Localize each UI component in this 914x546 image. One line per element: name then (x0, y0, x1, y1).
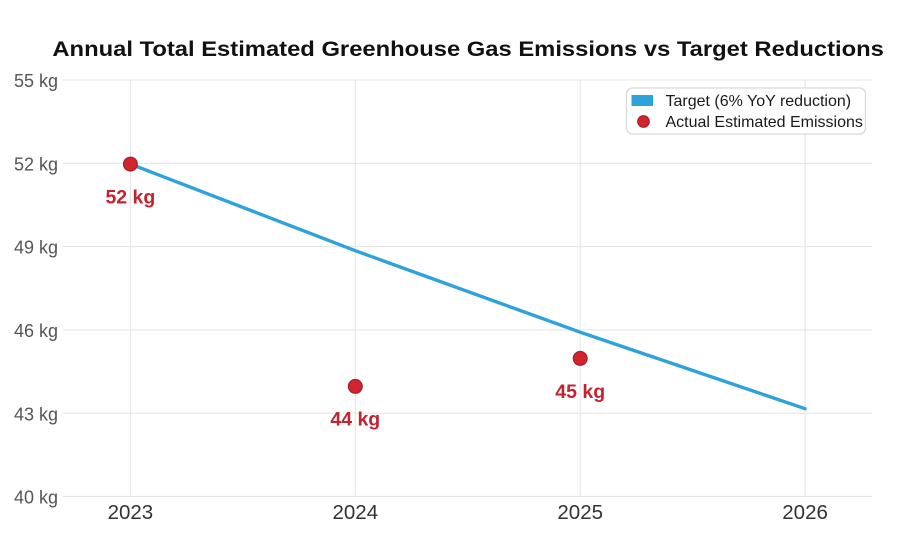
svg-text:43 kg: 43 kg (14, 404, 58, 424)
svg-text:2025: 2025 (557, 501, 603, 524)
svg-text:40 kg: 40 kg (14, 488, 58, 508)
svg-text:2026: 2026 (782, 501, 828, 524)
svg-text:2024: 2024 (332, 501, 378, 524)
svg-text:55 kg: 55 kg (14, 71, 58, 91)
svg-text:45 kg: 45 kg (555, 381, 605, 403)
svg-text:2023: 2023 (108, 501, 154, 524)
svg-text:52 kg: 52 kg (105, 187, 155, 209)
svg-text:44 kg: 44 kg (330, 409, 380, 431)
svg-text:49 kg: 49 kg (14, 238, 58, 258)
svg-text:52 kg: 52 kg (14, 154, 58, 174)
svg-text:Actual Estimated Emissions: Actual Estimated Emissions (666, 114, 863, 131)
svg-text:46 kg: 46 kg (14, 321, 58, 341)
svg-text:Target (6% YoY reduction): Target (6% YoY reduction) (666, 93, 852, 110)
svg-text:Annual Total Estimated Greenho: Annual Total Estimated Greenhouse Gas Em… (52, 37, 884, 61)
